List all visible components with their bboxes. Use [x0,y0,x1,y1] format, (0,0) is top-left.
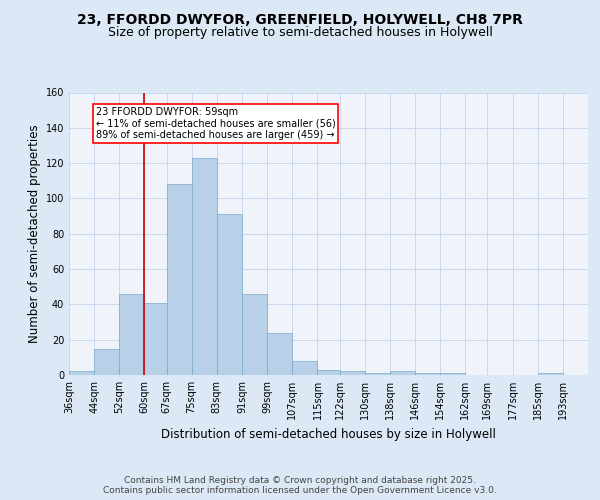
Y-axis label: Number of semi-detached properties: Number of semi-detached properties [28,124,41,343]
Bar [191,158,217,375]
X-axis label: Distribution of semi-detached houses by size in Holywell: Distribution of semi-detached houses by … [161,428,496,440]
Bar [217,214,242,375]
Bar [415,373,440,375]
Bar [167,184,191,375]
Text: Contains HM Land Registry data © Crown copyright and database right 2025.
Contai: Contains HM Land Registry data © Crown c… [103,476,497,495]
Bar [365,373,390,375]
Bar [69,372,94,375]
Bar [340,372,365,375]
Bar [538,373,563,375]
Bar [267,332,292,375]
Bar [390,372,415,375]
Bar [292,361,317,375]
Bar [242,294,267,375]
Bar [440,373,466,375]
Bar [94,348,119,375]
Text: 23, FFORDD DWYFOR, GREENFIELD, HOLYWELL, CH8 7PR: 23, FFORDD DWYFOR, GREENFIELD, HOLYWELL,… [77,12,523,26]
Bar [145,302,167,375]
Text: Size of property relative to semi-detached houses in Holywell: Size of property relative to semi-detach… [107,26,493,39]
Bar [119,294,145,375]
Bar [317,370,340,375]
Text: 23 FFORDD DWYFOR: 59sqm
← 11% of semi-detached houses are smaller (56)
89% of se: 23 FFORDD DWYFOR: 59sqm ← 11% of semi-de… [96,106,335,140]
